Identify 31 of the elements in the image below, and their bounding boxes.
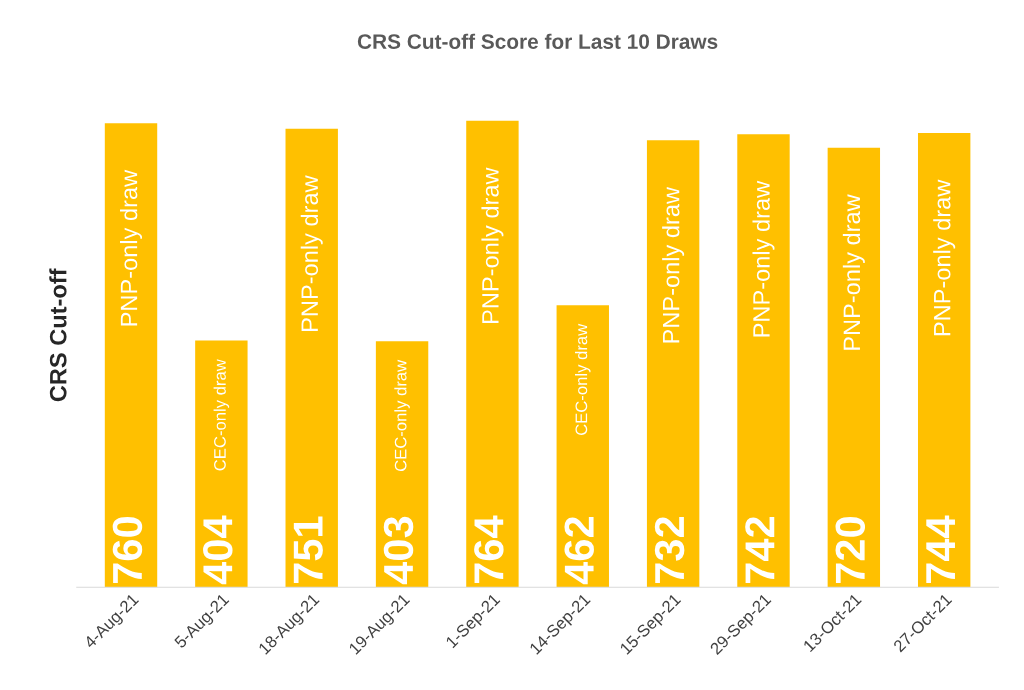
data-label: 732 bbox=[654, 517, 685, 584]
data-label: 720 bbox=[835, 517, 866, 584]
bar bbox=[285, 128, 338, 588]
data-label: 462 bbox=[564, 517, 594, 585]
y-axis-title: CRS Cut-off bbox=[49, 268, 67, 402]
data-label: 742 bbox=[745, 517, 775, 584]
data-label: 751 bbox=[293, 516, 323, 584]
annotation: PNP-only draw bbox=[120, 169, 143, 326]
data-label: 403 bbox=[383, 516, 414, 585]
annotation: PNP-only draw bbox=[933, 179, 956, 336]
bar bbox=[737, 134, 790, 588]
annotation: PNP-only draw bbox=[752, 180, 775, 337]
bar bbox=[646, 140, 700, 588]
data-label: 744 bbox=[926, 515, 955, 584]
annotation: PNP-only draw bbox=[481, 167, 504, 323]
annotation: CEC-only draw bbox=[213, 359, 230, 471]
bar bbox=[195, 340, 248, 588]
data-label: 764 bbox=[474, 515, 504, 584]
data-label: 760 bbox=[112, 517, 143, 584]
chart-title: CRS Cut-off Score for Last 10 Draws bbox=[357, 33, 718, 49]
bar bbox=[917, 133, 971, 588]
annotation: CEC-only draw bbox=[394, 359, 410, 472]
annotation: PNP-only draw bbox=[842, 194, 865, 350]
bar bbox=[466, 120, 519, 588]
bar bbox=[556, 305, 609, 588]
annotation: PNP-only draw bbox=[300, 175, 323, 331]
annotation: CEC-only draw bbox=[575, 323, 591, 436]
bar bbox=[104, 123, 158, 588]
data-label: 404 bbox=[203, 515, 233, 585]
bar bbox=[827, 147, 881, 588]
annotation: PNP-only draw bbox=[662, 186, 685, 343]
